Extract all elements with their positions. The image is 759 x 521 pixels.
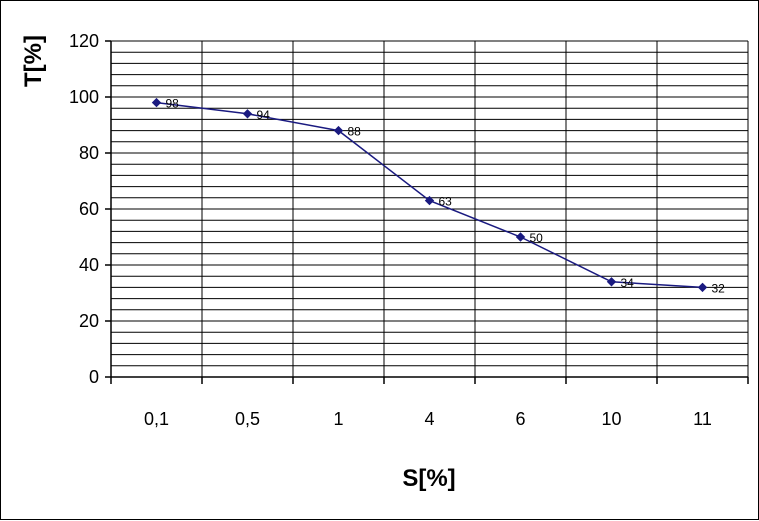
- x-tick-label: 10: [601, 409, 621, 429]
- data-label: 34: [621, 276, 635, 290]
- y-tick-label: 100: [69, 87, 99, 107]
- data-point-marker: [424, 195, 435, 206]
- x-tick-label: 4: [424, 409, 434, 429]
- x-tick-label: 0,1: [144, 409, 169, 429]
- data-series: [151, 97, 708, 293]
- x-tick-label: 6: [515, 409, 525, 429]
- x-tick-label: 1: [333, 409, 343, 429]
- data-label: 94: [257, 108, 271, 122]
- y-tick-label: 40: [79, 255, 99, 275]
- data-point-marker: [242, 109, 253, 119]
- data-label: 50: [530, 231, 544, 245]
- y-tick-label: 20: [79, 311, 99, 331]
- y-tick-labels: 0 20 40 60 80 100 120: [69, 31, 99, 387]
- y-tick-label: 0: [89, 367, 99, 387]
- data-label: 88: [348, 125, 362, 139]
- data-label: 98: [166, 97, 180, 111]
- data-point-marker: [606, 277, 617, 287]
- axes: [105, 40, 749, 384]
- y-axis-title: T[%]: [20, 35, 47, 87]
- x-tick-label: 0,5: [235, 409, 260, 429]
- data-point-marker: [697, 282, 708, 293]
- data-point-marker: [151, 97, 162, 108]
- y-tick-label: 60: [79, 199, 99, 219]
- y-tick-label: 120: [69, 31, 99, 51]
- x-tick-label: 11: [693, 409, 712, 429]
- data-point-marker: [333, 125, 344, 136]
- gridlines: [111, 40, 749, 377]
- y-tick-label: 80: [79, 143, 99, 163]
- x-tick-labels: 0,1 0,5 1 4 6 10 11: [144, 409, 712, 429]
- data-labels: 98 94 88 63 50 34 32: [166, 97, 726, 296]
- x-axis-title: S[%]: [402, 465, 455, 492]
- data-label: 63: [439, 195, 453, 209]
- data-label: 32: [712, 281, 726, 295]
- data-point-marker: [515, 232, 526, 242]
